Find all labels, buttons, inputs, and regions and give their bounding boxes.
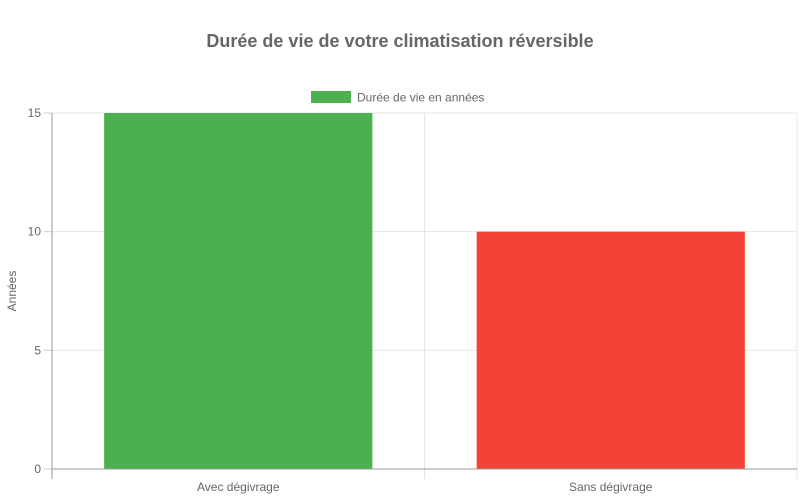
- bars: [104, 113, 745, 469]
- y-tick-labels: 0 5 10 15: [28, 106, 42, 476]
- bar: [104, 113, 373, 469]
- legend[interactable]: Durée de vie en années: [311, 91, 484, 105]
- legend-label: Durée de vie en années: [357, 91, 484, 105]
- y-tick-label: 15: [28, 106, 42, 120]
- x-tick-label: Sans dégivrage: [569, 480, 653, 494]
- axes: [51, 113, 797, 479]
- chart-title: Durée de vie de votre climatisation réve…: [206, 31, 593, 51]
- x-tick-label: Avec dégivrage: [197, 480, 280, 494]
- y-tick-label: 10: [28, 225, 42, 239]
- legend-swatch: [311, 91, 351, 103]
- bar: [476, 231, 745, 469]
- y-tick-label: 0: [34, 462, 41, 476]
- y-tick-label: 5: [34, 343, 41, 357]
- x-tick-labels: Avec dégivrage Sans dégivrage: [197, 480, 653, 494]
- y-axis-title: Années: [5, 271, 19, 312]
